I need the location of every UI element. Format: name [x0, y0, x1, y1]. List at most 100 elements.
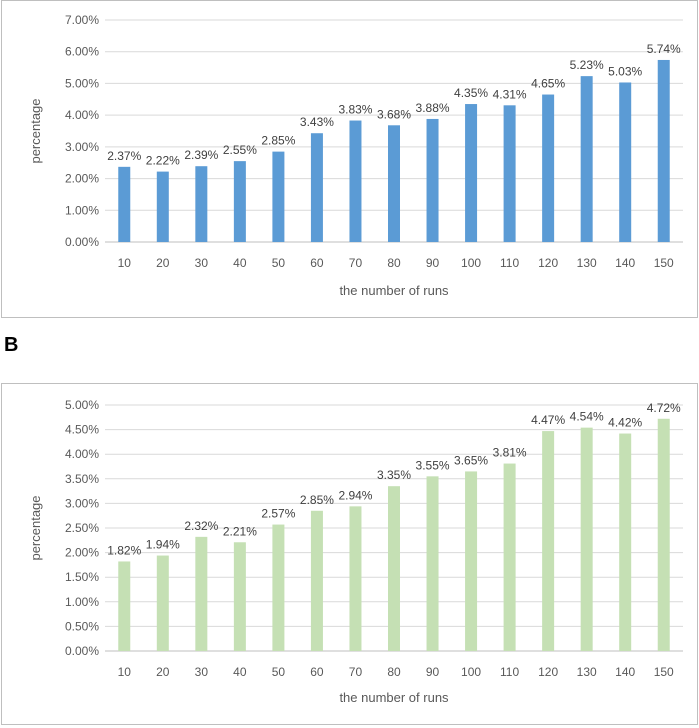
x-tick-label: 10 — [118, 256, 132, 270]
x-tick-label: 120 — [538, 256, 558, 270]
data-label: 4.72% — [647, 401, 681, 415]
y-axis-title: percentage — [28, 495, 43, 560]
data-label: 3.43% — [300, 115, 334, 129]
bar — [195, 536, 208, 651]
x-tick-label: 150 — [654, 665, 674, 679]
data-label: 4.47% — [531, 413, 565, 427]
y-tick-label: 0.00% — [65, 644, 99, 658]
data-label: 2.94% — [338, 488, 372, 502]
bar — [465, 104, 478, 243]
data-label: 1.82% — [107, 543, 141, 557]
y-tick-label: 0.00% — [65, 235, 99, 249]
x-tick-label: 100 — [461, 256, 481, 270]
y-tick-label: 6.00% — [65, 45, 99, 59]
data-label: 1.94% — [146, 538, 180, 552]
data-label: 3.81% — [493, 446, 527, 460]
x-tick-label: 110 — [500, 665, 519, 679]
data-label: 3.65% — [454, 453, 488, 467]
y-tick-label: 3.50% — [65, 472, 99, 486]
chart-a: 0.00% 1.00% 2.00% 3.00% 4.00% 5.00% 6.00% 7.00%… — [28, 13, 683, 298]
x-tick-label: 80 — [387, 256, 401, 270]
y-tick-label: 3.00% — [65, 496, 99, 510]
chart-b: 0.00% 0.50% 1.00% 1.50% 2.00% 2.50% 3.00% 3.50%… — [28, 398, 683, 705]
bar — [580, 76, 593, 243]
y-tick-label: 4.00% — [65, 108, 99, 122]
bar — [426, 118, 439, 242]
bar — [233, 161, 246, 242]
chart-b-container: 0.00% 0.50% 1.00% 1.50% 2.00% 2.50% 3.00% 3.50%… — [1, 383, 698, 725]
data-label: 2.39% — [184, 148, 218, 162]
bar — [118, 166, 131, 242]
bar — [233, 542, 246, 651]
x-tick-label: 140 — [615, 256, 635, 270]
x-tick-label: 80 — [387, 665, 401, 679]
y-tick-label: 1.50% — [65, 570, 99, 584]
y-tick-label: 2.00% — [65, 546, 99, 560]
data-label: 4.65% — [531, 77, 565, 91]
x-tick-label: 60 — [310, 665, 324, 679]
bar — [657, 418, 670, 651]
y-tick-label: 0.50% — [65, 619, 99, 633]
data-label: 2.32% — [184, 519, 218, 533]
x-tick-label: 120 — [538, 665, 558, 679]
y-tick-label: 4.00% — [65, 447, 99, 461]
bar — [272, 524, 285, 651]
x-tick-label: 150 — [654, 256, 674, 270]
chart-a-container: 0.00% 1.00% 2.00% 3.00% 4.00% 5.00% 6.00% 7.00%… — [1, 0, 698, 318]
x-tick-label: 20 — [156, 256, 170, 270]
data-label: 2.37% — [107, 149, 141, 163]
x-tick-label: 50 — [272, 665, 286, 679]
bar — [310, 133, 323, 242]
data-label: 4.42% — [608, 416, 642, 430]
bar — [465, 471, 478, 651]
x-tick-label: 110 — [500, 256, 519, 270]
data-label: 3.55% — [416, 458, 450, 472]
data-label: 4.54% — [570, 410, 604, 424]
x-tick-label: 100 — [461, 665, 481, 679]
data-label: 4.35% — [454, 86, 488, 100]
bar — [310, 510, 323, 651]
data-label: 4.31% — [493, 87, 527, 101]
y-tick-label: 1.00% — [65, 595, 99, 609]
bar — [619, 82, 632, 242]
x-tick-label: 30 — [195, 256, 209, 270]
x-axis-title: the number of runs — [339, 283, 449, 298]
panel-label-b: B — [4, 334, 19, 356]
y-tick-label: 5.00% — [65, 398, 99, 412]
data-label: 2.57% — [261, 507, 295, 521]
x-tick-label: 30 — [195, 665, 209, 679]
bar — [349, 506, 362, 651]
bar — [657, 59, 670, 243]
data-label: 5.03% — [608, 64, 642, 78]
y-tick-label: 1.00% — [65, 203, 99, 217]
bar — [580, 427, 593, 651]
x-tick-label: 60 — [310, 256, 324, 270]
y-tick-label: 2.50% — [65, 521, 99, 535]
y-tick-label: 7.00% — [65, 13, 99, 27]
x-tick-label: 40 — [233, 256, 247, 270]
bar — [195, 166, 208, 242]
bar — [388, 125, 400, 242]
data-label: 3.68% — [377, 107, 411, 121]
x-tick-label: 70 — [349, 256, 363, 270]
data-label: 2.22% — [146, 154, 180, 168]
x-tick-label: 90 — [426, 665, 440, 679]
x-tick-label: 70 — [349, 665, 363, 679]
bar — [156, 555, 169, 651]
y-tick-label: 3.00% — [65, 140, 99, 154]
bar — [542, 431, 555, 651]
bar — [118, 561, 131, 651]
bar — [156, 171, 169, 242]
data-label: 2.85% — [300, 493, 334, 507]
data-label: 2.21% — [223, 524, 257, 538]
bar — [619, 433, 632, 651]
data-label: 3.88% — [416, 101, 450, 115]
x-tick-label: 10 — [118, 665, 132, 679]
x-tick-label: 20 — [156, 665, 170, 679]
x-tick-label: 90 — [426, 256, 440, 270]
y-tick-label: 2.00% — [65, 172, 99, 186]
x-tick-label: 50 — [272, 256, 286, 270]
x-tick-label: 130 — [577, 665, 597, 679]
data-label: 5.74% — [647, 42, 681, 56]
x-tick-label: 140 — [615, 665, 635, 679]
